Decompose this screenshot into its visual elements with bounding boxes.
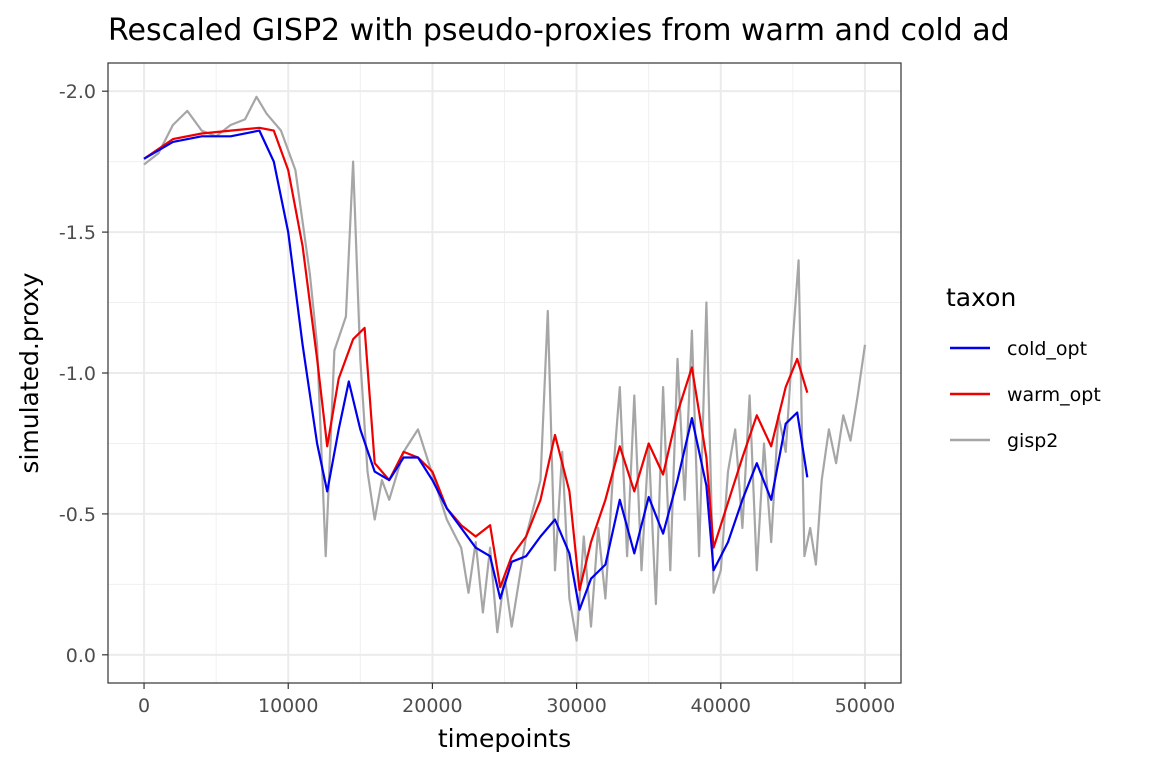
y-tick-label: 0.0	[66, 645, 96, 667]
legend: taxon cold_opt warm_opt gisp2	[946, 283, 1101, 452]
legend-title: taxon	[946, 283, 1016, 312]
x-tick-label: 40000	[691, 695, 751, 717]
y-axis-title: simulated.proxy	[15, 272, 44, 473]
x-tick-label: 0	[138, 695, 150, 717]
y-tick-label: -1.5	[59, 222, 96, 244]
x-axis: 0 10000 20000 30000 40000 50000	[138, 683, 895, 717]
x-tick-label: 10000	[258, 695, 318, 717]
x-tick-label: 50000	[835, 695, 895, 717]
x-axis-title: timepoints	[438, 724, 571, 753]
y-tick-label: -0.5	[59, 504, 96, 526]
legend-entries: cold_opt warm_opt gisp2	[950, 338, 1101, 452]
x-tick-label: 30000	[546, 695, 606, 717]
y-axis: -2.0 -1.5 -1.0 -0.5 0.0	[59, 81, 108, 667]
legend-label-cold-opt: cold_opt	[1007, 338, 1087, 360]
chart-title: Rescaled GISP2 with pseudo-proxies from …	[108, 13, 1010, 48]
y-tick-label: -1.0	[59, 363, 96, 385]
series-line-warm-opt	[143, 126, 809, 592]
y-tick-label: -2.0	[59, 81, 96, 103]
series-line-cold-opt	[143, 129, 809, 611]
legend-label-warm-opt: warm_opt	[1007, 384, 1101, 406]
series-layer	[143, 95, 867, 642]
plot-area	[107, 62, 902, 684]
legend-label-gisp2: gisp2	[1007, 430, 1058, 452]
x-tick-label: 20000	[402, 695, 462, 717]
series-line-gisp2	[143, 95, 867, 642]
